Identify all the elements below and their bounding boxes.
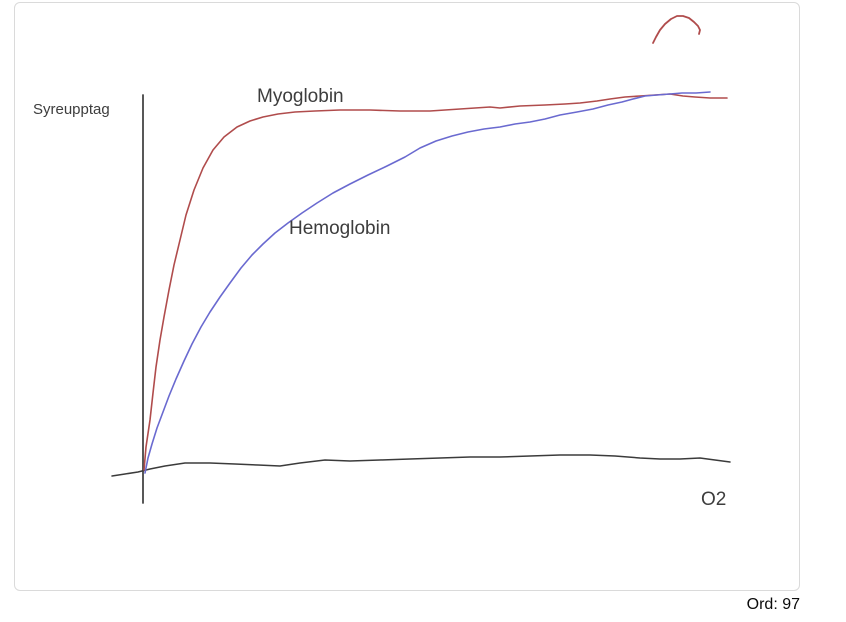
word-count-badge: Ord: 97 <box>746 596 800 613</box>
hemoglobin-series-label: Hemoglobin <box>289 218 391 239</box>
x-axis-label: O2 <box>701 489 727 510</box>
y-axis-label: Syreupptag <box>33 101 110 118</box>
myoglobin-series-label: Myoglobin <box>257 86 344 107</box>
drawing-canvas[interactable] <box>14 2 800 591</box>
